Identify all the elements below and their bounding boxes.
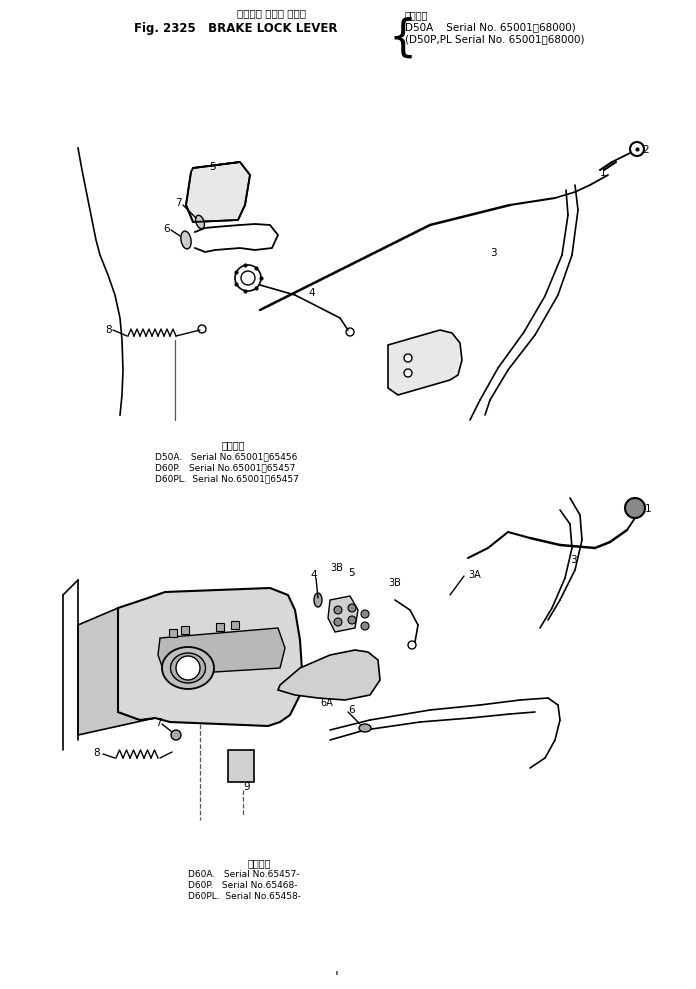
Text: 4: 4 bbox=[308, 288, 315, 298]
Text: 8: 8 bbox=[105, 325, 111, 335]
Text: 3B: 3B bbox=[388, 578, 401, 588]
Text: ': ' bbox=[335, 970, 339, 984]
Polygon shape bbox=[78, 608, 155, 735]
Circle shape bbox=[176, 656, 200, 680]
Polygon shape bbox=[118, 588, 302, 726]
Text: 6: 6 bbox=[163, 224, 170, 234]
Circle shape bbox=[404, 369, 412, 377]
Ellipse shape bbox=[196, 216, 205, 228]
Text: 2: 2 bbox=[642, 145, 649, 155]
Circle shape bbox=[334, 606, 342, 614]
Circle shape bbox=[404, 354, 412, 362]
Circle shape bbox=[171, 730, 181, 740]
Bar bbox=[169, 629, 177, 637]
Polygon shape bbox=[158, 628, 285, 675]
Text: 1: 1 bbox=[645, 504, 651, 514]
Text: D50A    Serial No. 65001～68000): D50A Serial No. 65001～68000) bbox=[405, 22, 576, 32]
Text: D60PL.  Serial No.65458-: D60PL. Serial No.65458- bbox=[188, 892, 301, 901]
Polygon shape bbox=[388, 330, 462, 395]
Text: (D50P,PL Serial No. 65001～68000): (D50P,PL Serial No. 65001～68000) bbox=[405, 34, 585, 44]
Text: 3: 3 bbox=[490, 248, 497, 258]
Text: 4: 4 bbox=[310, 570, 317, 580]
Bar bbox=[216, 623, 224, 631]
Text: 1: 1 bbox=[600, 168, 607, 178]
Circle shape bbox=[361, 610, 369, 618]
Text: 5: 5 bbox=[348, 568, 355, 578]
Text: 5: 5 bbox=[209, 162, 216, 172]
Bar bbox=[231, 621, 239, 629]
Ellipse shape bbox=[181, 231, 191, 249]
Circle shape bbox=[348, 604, 356, 612]
Text: D60PL.  Serial No.65001～65457: D60PL. Serial No.65001～65457 bbox=[155, 474, 299, 483]
Circle shape bbox=[348, 616, 356, 624]
Circle shape bbox=[361, 622, 369, 630]
Text: Fig. 2325   BRAKE LOCK LEVER: Fig. 2325 BRAKE LOCK LEVER bbox=[134, 22, 338, 35]
Text: ブレーキ ロック レバー: ブレーキ ロック レバー bbox=[237, 8, 306, 18]
Ellipse shape bbox=[359, 724, 371, 732]
Text: 3B: 3B bbox=[330, 563, 343, 573]
Text: 3: 3 bbox=[570, 555, 576, 565]
Text: D60A.   Serial No.65457-: D60A. Serial No.65457- bbox=[188, 870, 299, 879]
Ellipse shape bbox=[171, 653, 205, 683]
Circle shape bbox=[334, 618, 342, 626]
Text: 通用号等: 通用号等 bbox=[405, 10, 429, 20]
Circle shape bbox=[625, 498, 645, 518]
Text: 3A: 3A bbox=[468, 570, 481, 580]
Text: 6: 6 bbox=[348, 705, 355, 715]
Text: 7: 7 bbox=[175, 198, 182, 208]
Text: {: { bbox=[388, 17, 416, 60]
Text: D50A.   Serial No.65001～65456: D50A. Serial No.65001～65456 bbox=[155, 452, 297, 461]
Ellipse shape bbox=[314, 593, 322, 607]
Polygon shape bbox=[278, 650, 380, 700]
Text: 6A: 6A bbox=[320, 698, 333, 708]
Text: 7: 7 bbox=[155, 718, 161, 728]
Text: 9: 9 bbox=[243, 782, 250, 792]
Bar bbox=[181, 626, 189, 634]
Bar bbox=[228, 750, 254, 782]
Polygon shape bbox=[328, 596, 358, 632]
Polygon shape bbox=[186, 162, 250, 222]
Text: D60P.   Serial No.65001～65457: D60P. Serial No.65001～65457 bbox=[155, 463, 295, 472]
Text: 8: 8 bbox=[93, 748, 100, 758]
Text: D60P.   Serial No.65468-: D60P. Serial No.65468- bbox=[188, 881, 297, 890]
Text: 通用号等: 通用号等 bbox=[222, 440, 246, 450]
Ellipse shape bbox=[162, 647, 214, 689]
Text: 通用号等: 通用号等 bbox=[248, 858, 271, 868]
